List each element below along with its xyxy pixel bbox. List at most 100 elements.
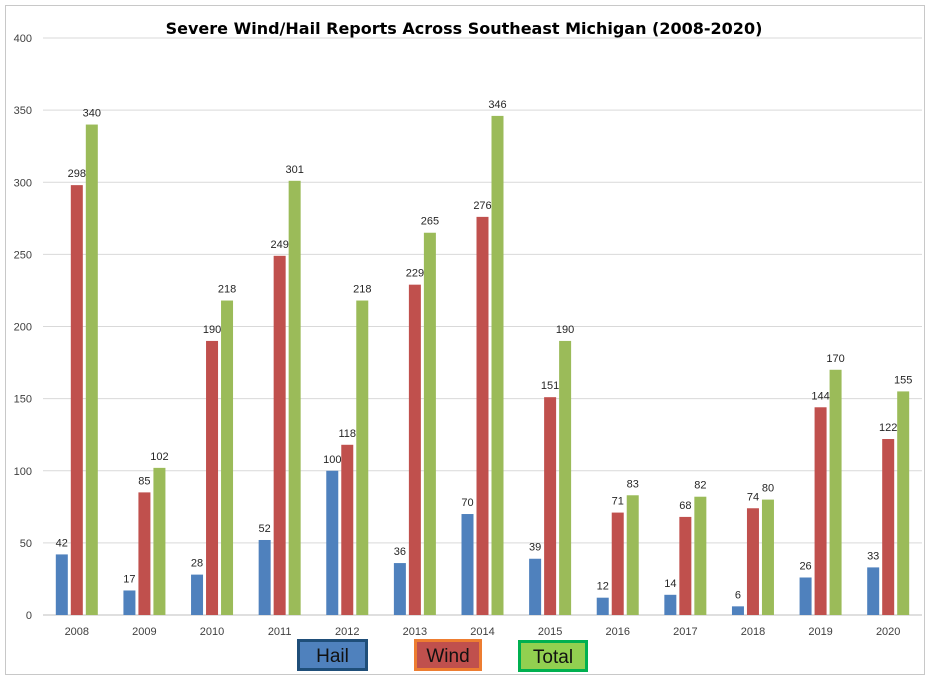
bar-total (491, 115, 504, 616)
bar-hail (529, 558, 542, 615)
y-tick-label: 200 (14, 322, 32, 334)
x-tick-label: 2012 (335, 626, 359, 638)
bar-wind (476, 216, 489, 615)
bar-wind (882, 439, 895, 615)
y-tick-label: 150 (14, 394, 32, 406)
legend-label-total: Total (532, 647, 574, 668)
data-label-hail: 17 (123, 573, 135, 585)
data-label-hail: 70 (461, 497, 473, 509)
y-axis: 0 50 100 150 200 250 300 350 400 (14, 33, 32, 622)
bar-wind (408, 284, 421, 615)
bar-total (761, 499, 774, 615)
data-label-wind: 85 (138, 475, 150, 487)
bar-wind (70, 185, 83, 615)
data-label-total: 190 (556, 324, 574, 336)
bar-total (423, 232, 436, 616)
x-axis: 2008 2009 2010 2011 2012 2013 2014 2015 2016 2017… (65, 626, 901, 638)
bar-total (829, 369, 842, 615)
y-tick-label: 50 (20, 538, 32, 550)
data-label-total: 80 (762, 483, 774, 495)
data-label-total: 82 (694, 480, 706, 492)
y-tick-label: 0 (26, 610, 32, 622)
bar-wind (611, 512, 624, 615)
bar-hail (461, 514, 474, 615)
x-tick-label: 2010 (200, 626, 224, 638)
data-label-hail: 52 (259, 523, 271, 535)
gridlines (43, 37, 922, 616)
x-tick-label: 2019 (808, 626, 832, 638)
bar-wind (206, 340, 219, 615)
bar-hail (258, 539, 271, 615)
bar-total (221, 300, 234, 615)
bar-hail (664, 594, 677, 615)
data-label-hail: 28 (191, 558, 203, 570)
bar-hail (55, 554, 68, 615)
data-label-hail: 12 (597, 581, 609, 593)
data-label-wind: 249 (270, 239, 288, 251)
bar-wind (273, 255, 286, 615)
data-label-total: 340 (83, 108, 101, 120)
data-label-wind: 276 (473, 200, 491, 212)
bar-wind (679, 516, 692, 615)
x-tick-label: 2020 (876, 626, 900, 638)
data-label-total: 218 (353, 284, 371, 296)
data-label-wind: 190 (203, 324, 221, 336)
bar-total (694, 496, 707, 615)
bar-total (626, 495, 639, 615)
data-label-wind: 71 (612, 496, 624, 508)
data-label-hail: 39 (529, 542, 541, 554)
bar-hail (393, 563, 406, 615)
data-label-hail: 6 (735, 589, 741, 601)
bar-total (288, 180, 301, 615)
bar-hail (123, 590, 136, 615)
data-label-hail: 42 (56, 537, 68, 549)
bar-wind (341, 444, 354, 615)
y-tick-label: 100 (14, 466, 32, 478)
bar-hail (867, 567, 880, 615)
y-tick-label: 350 (14, 105, 32, 117)
bar-hail (596, 597, 609, 615)
legend-label-hail: Hail (316, 646, 349, 667)
bar-total (897, 391, 910, 615)
data-label-wind: 229 (406, 268, 424, 280)
legend-hail: Hail (297, 639, 368, 671)
bar-wind (138, 492, 151, 615)
bar-hail (731, 606, 744, 615)
data-label-wind: 144 (811, 390, 829, 402)
data-label-total: 301 (285, 164, 303, 176)
legend-wind: Wind (414, 639, 482, 671)
x-tick-label: 2018 (741, 626, 765, 638)
data-label-hail: 36 (394, 546, 406, 558)
data-label-wind: 298 (68, 168, 86, 180)
bar-hail (191, 574, 204, 615)
data-label-total: 155 (894, 374, 912, 386)
data-label-total: 102 (150, 451, 168, 463)
y-tick-label: 400 (14, 33, 32, 45)
x-tick-label: 2015 (538, 626, 562, 638)
bar-wind (746, 508, 759, 615)
chart-title: Severe Wind/Hail Reports Across Southeas… (166, 19, 763, 38)
bar-hail (326, 470, 339, 615)
x-tick-label: 2008 (65, 626, 89, 638)
bar-hail (799, 577, 812, 615)
x-tick-label: 2013 (403, 626, 427, 638)
data-label-hail: 33 (867, 550, 879, 562)
data-label-hail: 26 (799, 560, 811, 572)
bar-wind (814, 407, 827, 615)
x-tick-label: 2011 (268, 626, 292, 638)
data-label-wind: 118 (338, 428, 356, 440)
data-label-wind: 74 (747, 491, 759, 503)
data-label-total: 218 (218, 284, 236, 296)
bar-wind (544, 397, 557, 615)
data-label-wind: 122 (879, 422, 897, 434)
data-label-total: 265 (421, 216, 439, 228)
data-label-wind: 151 (541, 380, 559, 392)
bar-total (559, 340, 572, 615)
data-label-wind: 68 (679, 500, 691, 512)
bar-total (85, 124, 98, 616)
data-label-hail: 14 (664, 578, 676, 590)
x-tick-label: 2016 (605, 626, 629, 638)
legend-label-wind: Wind (426, 646, 470, 667)
